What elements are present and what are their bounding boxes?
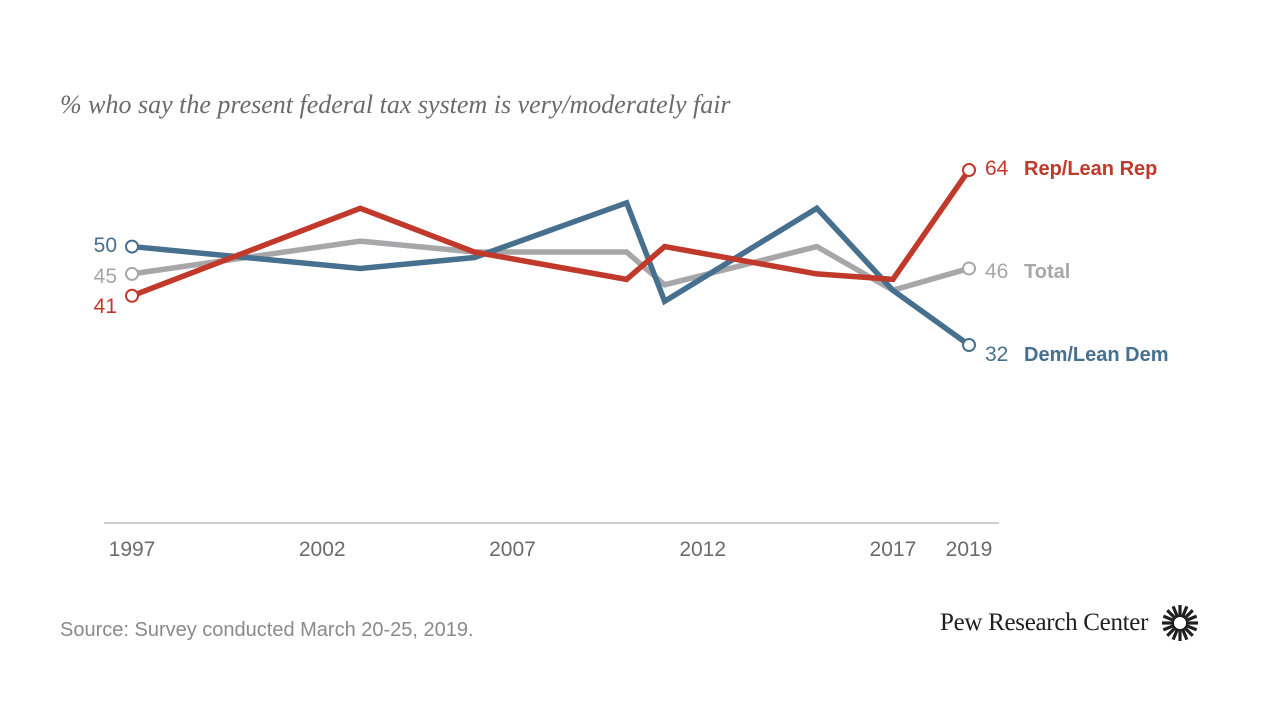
endpoint-marker xyxy=(125,288,139,303)
series-line xyxy=(131,238,970,294)
endpoint-marker xyxy=(125,239,139,254)
start-value-label: 45 xyxy=(94,265,117,288)
source-note: Source: Survey conducted March 20-25, 20… xyxy=(60,619,474,641)
x-tick-label: 2012 xyxy=(679,538,726,561)
x-tick-label: 2002 xyxy=(299,538,346,561)
series-name-label: Total xyxy=(1024,261,1070,283)
endpoint-marker xyxy=(962,338,976,352)
brand-logo: Pew Research Center xyxy=(940,603,1200,643)
endpoint-marker xyxy=(962,163,976,177)
end-value-label: 32 xyxy=(985,343,1008,366)
x-tick-label: 2007 xyxy=(489,538,536,561)
pew-logo-icon xyxy=(1162,605,1199,641)
endpoint-marker xyxy=(962,261,976,276)
start-value-label: 41 xyxy=(94,295,117,318)
series-line xyxy=(131,168,972,299)
end-value-label: 64 xyxy=(985,157,1009,180)
endpoint-marker xyxy=(125,266,139,281)
x-tick-label: 2019 xyxy=(946,538,993,561)
x-tick-label: 1997 xyxy=(109,538,156,561)
series-name-label: Dem/Lean Dem xyxy=(1024,344,1169,366)
chart-subtitle: % who say the present federal tax system… xyxy=(60,90,731,119)
start-value-label: 50 xyxy=(94,234,117,257)
series-name-label: Rep/Lean Rep xyxy=(1024,158,1157,180)
brand-name: Pew Research Center xyxy=(940,609,1149,636)
x-tick-label: 2017 xyxy=(870,538,917,561)
end-value-label: 46 xyxy=(985,260,1008,283)
